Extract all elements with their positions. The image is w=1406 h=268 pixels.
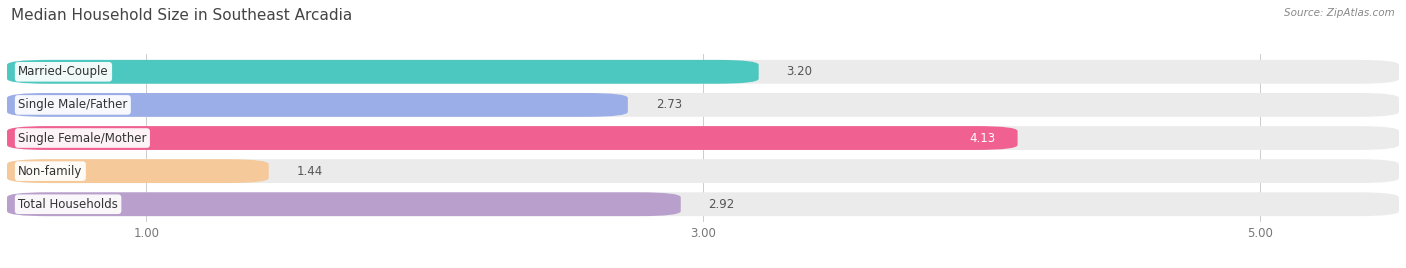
Text: Total Households: Total Households bbox=[18, 198, 118, 211]
FancyBboxPatch shape bbox=[7, 93, 1399, 117]
Text: 1.44: 1.44 bbox=[297, 165, 323, 178]
Text: 2.92: 2.92 bbox=[709, 198, 735, 211]
Text: Married-Couple: Married-Couple bbox=[18, 65, 108, 78]
Text: Single Male/Father: Single Male/Father bbox=[18, 98, 128, 111]
Text: 4.13: 4.13 bbox=[969, 132, 995, 144]
FancyBboxPatch shape bbox=[7, 126, 1018, 150]
FancyBboxPatch shape bbox=[7, 159, 269, 183]
FancyBboxPatch shape bbox=[7, 192, 681, 216]
FancyBboxPatch shape bbox=[7, 126, 1399, 150]
FancyBboxPatch shape bbox=[7, 192, 1399, 216]
FancyBboxPatch shape bbox=[7, 60, 759, 84]
Text: Non-family: Non-family bbox=[18, 165, 83, 178]
Text: 3.20: 3.20 bbox=[786, 65, 813, 78]
FancyBboxPatch shape bbox=[7, 159, 1399, 183]
FancyBboxPatch shape bbox=[7, 60, 1399, 84]
FancyBboxPatch shape bbox=[7, 93, 628, 117]
Text: Source: ZipAtlas.com: Source: ZipAtlas.com bbox=[1284, 8, 1395, 18]
Text: Single Female/Mother: Single Female/Mother bbox=[18, 132, 146, 144]
Text: Median Household Size in Southeast Arcadia: Median Household Size in Southeast Arcad… bbox=[11, 8, 353, 23]
Text: 2.73: 2.73 bbox=[655, 98, 682, 111]
